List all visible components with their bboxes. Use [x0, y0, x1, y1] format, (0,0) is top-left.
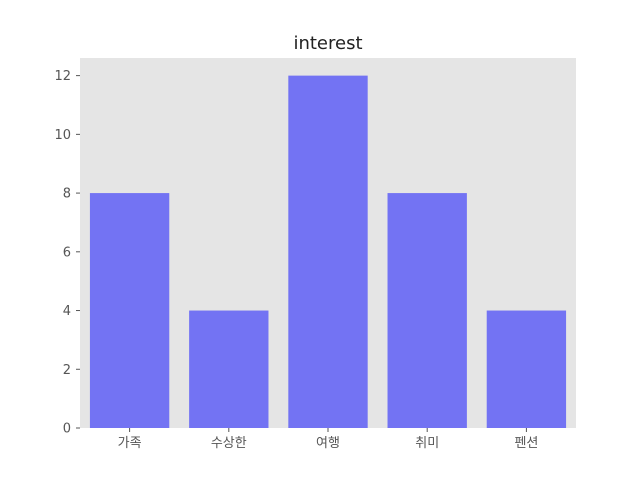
- bar-1: [89, 193, 170, 428]
- x-tick-label: 취미: [415, 436, 439, 451]
- x-tick-label: 가족: [118, 436, 142, 451]
- bar-2: [189, 310, 269, 428]
- x-tick-label: 펜션: [514, 436, 538, 451]
- y-axis: 0 2 4 6 8 10 12: [54, 69, 80, 437]
- x-axis: 가족 수상한 여행 취미 펜션: [118, 428, 538, 451]
- y-tick-label: 0: [63, 422, 71, 437]
- x-tick-label: 수상한: [211, 436, 247, 451]
- y-tick-label: 6: [63, 245, 71, 260]
- bar-5: [486, 310, 567, 428]
- y-tick-label: 12: [54, 69, 71, 84]
- chart-title: interest: [293, 33, 362, 54]
- y-tick-label: 4: [63, 304, 71, 319]
- x-tick-label: 여행: [316, 435, 340, 451]
- y-tick-label: 8: [63, 187, 71, 202]
- bars-group: [89, 75, 567, 428]
- bar-3: [288, 75, 368, 428]
- y-tick-label: 2: [63, 363, 71, 378]
- y-tick-label: 10: [54, 128, 71, 143]
- bar-4: [387, 193, 467, 428]
